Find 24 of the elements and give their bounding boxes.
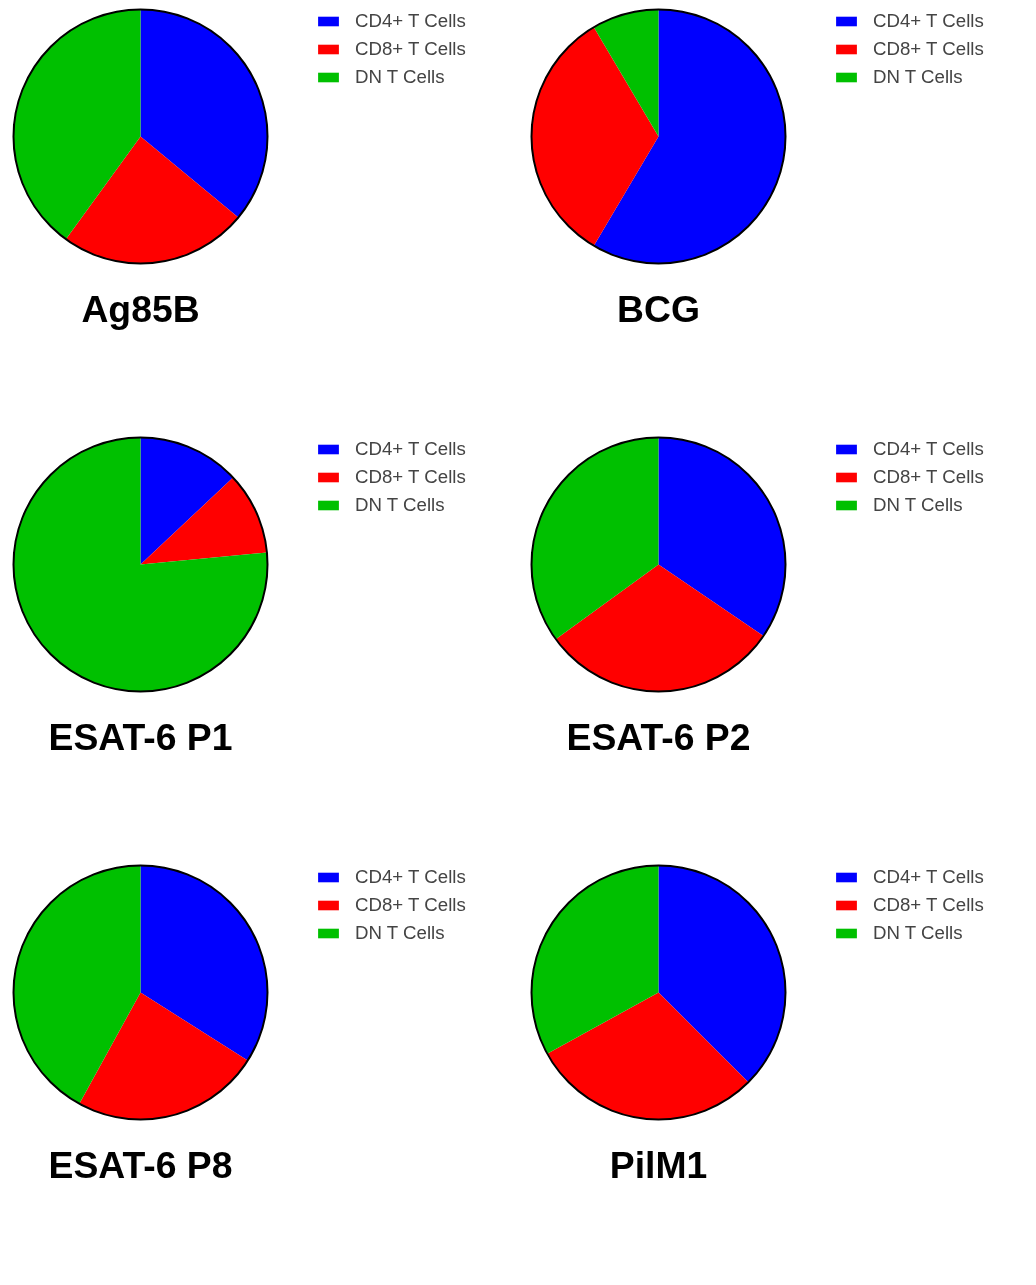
text: ESAT-6 P2 xyxy=(566,715,751,758)
legend-label: DN T Cells xyxy=(355,66,445,88)
text: PilM1 xyxy=(609,1143,708,1186)
legend-label: CD4+ T Cells xyxy=(873,10,984,32)
legend-label: CD4+ T Cells xyxy=(355,10,466,32)
text: ESAT-6 P1 xyxy=(48,715,233,758)
text: ESAT-6 P8 xyxy=(48,1143,233,1186)
text: Ag85B xyxy=(81,287,200,330)
legend-label: CD4+ T Cells xyxy=(873,866,984,888)
text: BCG xyxy=(617,287,700,330)
legend-label: CD8+ T Cells xyxy=(873,466,984,488)
legend-label: CD8+ T Cells xyxy=(355,38,466,60)
legend-label: CD4+ T Cells xyxy=(355,866,466,888)
legend-label: DN T Cells xyxy=(355,922,445,944)
legend-label: CD4+ T Cells xyxy=(355,438,466,460)
legend-label: DN T Cells xyxy=(873,494,963,516)
legend-label: CD8+ T Cells xyxy=(873,38,984,60)
legend-label: DN T Cells xyxy=(355,494,445,516)
legend-label: CD8+ T Cells xyxy=(873,894,984,916)
legend-label: DN T Cells xyxy=(873,66,963,88)
legend-label: CD8+ T Cells xyxy=(355,894,466,916)
legend-label: DN T Cells xyxy=(873,922,963,944)
legend-label: CD8+ T Cells xyxy=(355,466,466,488)
legend-label: CD4+ T Cells xyxy=(873,438,984,460)
